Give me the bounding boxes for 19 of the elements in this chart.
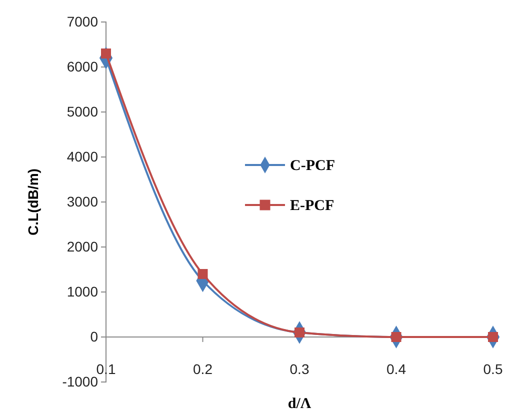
x-tick-label: 0.3 [290,360,310,377]
x-axis-title: d/Λ [288,396,312,412]
y-tick-label: 6000 [66,58,98,74]
y-tick-label: 5000 [66,103,98,120]
y-tick-label: 4000 [66,148,98,164]
x-tick-label: 0.4 [386,360,406,377]
x-tick-label: 0.1 [96,360,116,377]
point [198,269,208,279]
y-tick-label: 7000 [66,13,98,30]
y-tick-label: -1000 [62,373,98,390]
legend-label: E-PCF [290,198,334,214]
y-tick-label: 3000 [66,193,98,210]
y-tick-label: 2000 [66,238,98,254]
y-tick-label: 0 [90,328,98,344]
legend-label: C-PCF [290,158,335,174]
x-tick-label: 0.5 [483,360,503,377]
y-axis-title: C.L(dB/m) [25,168,41,236]
y-tick-label: 1000 [66,283,98,300]
x-tick-label: 0.2 [193,360,213,377]
